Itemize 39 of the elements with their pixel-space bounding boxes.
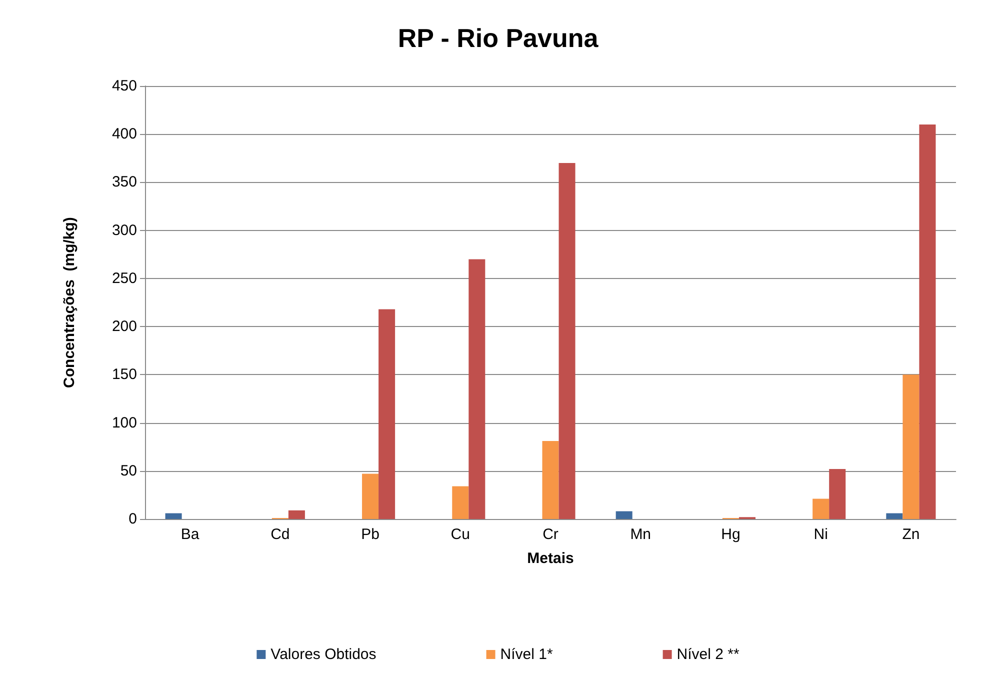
y-tick-label: 200	[112, 318, 137, 336]
legend-label: Nível 1*	[500, 646, 553, 663]
x-axis-title: Metais	[527, 550, 574, 567]
y-tick-label: 400	[112, 126, 137, 143]
chart-title: RP - Rio Pavuna	[398, 23, 599, 53]
bar	[468, 259, 486, 519]
bar	[542, 441, 559, 519]
x-tick-label: Mn	[630, 526, 652, 543]
x-tick-label: Ni	[814, 526, 828, 543]
legend-label: Valores Obtidos	[270, 646, 376, 663]
x-tick-label: Cu	[450, 526, 470, 543]
bar	[378, 309, 396, 519]
bar	[616, 511, 632, 519]
y-tick-label: 300	[112, 222, 137, 239]
y-tick-label: 350	[112, 174, 137, 191]
y-tick-label: 450	[112, 78, 137, 94]
bar	[829, 468, 846, 519]
bar	[886, 513, 903, 519]
x-tick-label: Zn	[902, 526, 920, 543]
y-tick-label: 150	[112, 366, 137, 384]
x-tick-label: Hg	[721, 526, 740, 543]
x-tick-label: Pb	[361, 526, 380, 543]
y-tick-label: 100	[112, 414, 137, 432]
bar	[812, 498, 830, 519]
x-tick-label: Cd	[270, 526, 290, 543]
x-tick-label: Ba	[180, 526, 200, 543]
x-tick-label: Cr	[542, 526, 558, 543]
y-tick-label: 0	[128, 510, 137, 528]
bar	[919, 124, 936, 519]
y-axis-title: Concentrações (mg/kg)	[61, 217, 78, 388]
bar	[902, 374, 920, 519]
bar	[362, 474, 379, 519]
bar	[288, 510, 305, 519]
bar	[558, 162, 576, 519]
bar	[165, 513, 182, 519]
bar	[452, 486, 469, 519]
y-tick-label: 50	[120, 462, 137, 480]
y-tick-label: 250	[112, 270, 137, 287]
legend-label: Nível 2 **	[676, 646, 740, 663]
